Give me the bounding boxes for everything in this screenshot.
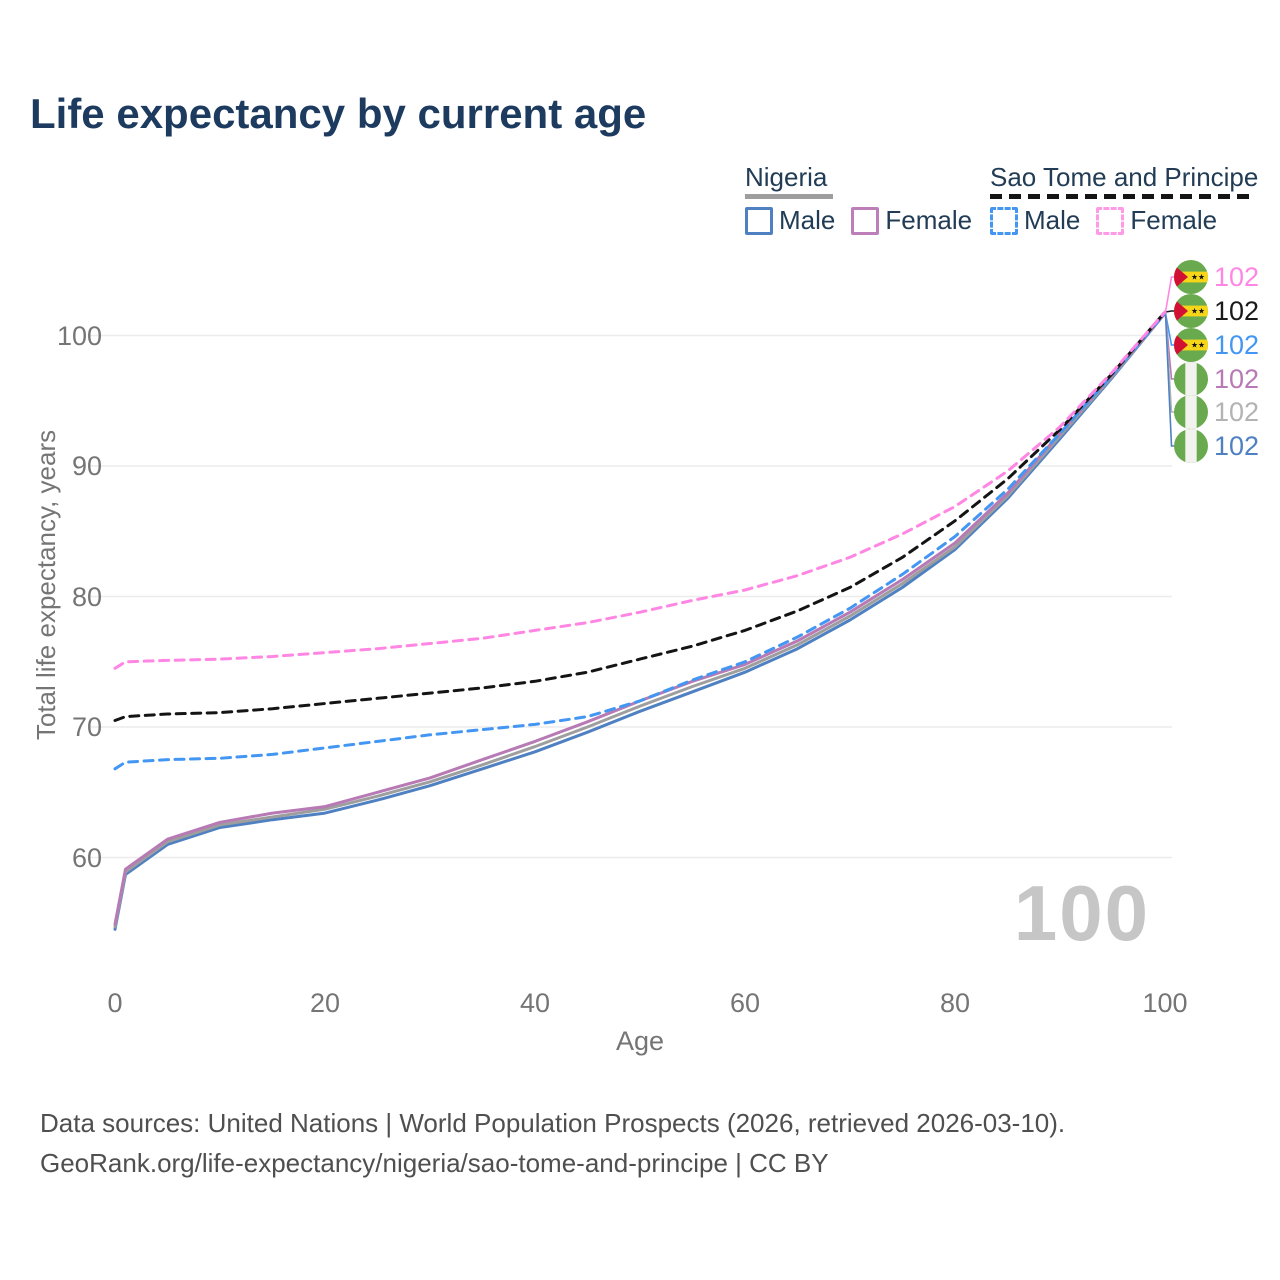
legend-group-nigeria: Nigeria Male Female [745,163,972,236]
x-tick-0: 0 [107,988,123,1018]
y-tick-90: 90 [71,451,102,481]
legend-item-nigeria-male[interactable]: Male [745,205,835,236]
y-tick-60: 60 [71,842,102,873]
leader-line-stp_female [1164,276,1175,313]
age-frame-watermark: 100 [1013,869,1150,957]
x-tick-80: 80 [939,988,971,1018]
legend-underline-sao-tome-dashed-line [990,194,1255,199]
legend-row-sao-tome: Male Female [990,205,1258,236]
footer-attribution: GeoRank.org/life-expectancy/nigeria/sao-… [40,1148,829,1178]
y-tick-70: 70 [71,712,102,742]
x-tick-20: 20 [309,988,341,1018]
legend-underline-nigeria-solid-line [745,194,833,199]
sao-tome-and-principe-flag-icon [1174,294,1208,328]
end-label-value-nigeria_total: 102 [1214,397,1260,427]
series-line-nigeria_male [113,311,1167,931]
y-axis-title: Total life expectancy, years [31,429,61,741]
nigeria-flag-icon [1174,362,1208,396]
end-label-nigeria_total: 102 [1174,395,1259,429]
end-label-value-stp_female: 102 [1214,262,1260,292]
series-line-nigeria_female [113,311,1167,926]
legend-label-nigeria-male[interactable]: Male [779,205,836,235]
footer-data-sources: Data sources: United Nations | World Pop… [40,1108,1066,1138]
end-label-value-nigeria_male: 102 [1214,431,1260,461]
series-line-stp_male [113,311,1167,771]
sao-tome-and-principe-flag-icon [1174,328,1208,362]
legend-item-sao-tome-female[interactable]: Female [1096,205,1217,236]
end-label-value-nigeria_female: 102 [1214,364,1260,394]
leader-line-stp_male [1164,313,1175,346]
nigeria-flag-icon [1174,429,1208,463]
legend-label-nigeria-female[interactable]: Female [885,205,973,235]
legend-group-sao-tome: Sao Tome and Principe Male Female [990,163,1258,236]
end-label-value-stp_male: 102 [1214,330,1260,360]
x-tick-60: 60 [729,988,761,1018]
nigeria-flag-icon [1174,395,1208,429]
legend-country-sao-tome[interactable]: Sao Tome and Principe [990,162,1259,192]
y-tick-80: 80 [71,581,102,612]
end-label-nigeria_male: 102 [1174,429,1259,463]
y-tick-100: 100 [56,320,102,351]
end-label-value-stp_total: 102 [1214,296,1260,326]
legend-country-nigeria[interactable]: Nigeria [745,162,828,192]
end-label-stp_male: 102 [1174,328,1259,362]
legend-item-nigeria-female[interactable]: Female [851,205,972,236]
x-tick-100: 100 [1142,988,1188,1018]
end-label-stp_female: 102 [1174,260,1259,294]
x-tick-40: 40 [519,988,551,1018]
leader-line-nigeria_male [1164,313,1175,447]
legend-item-sao-tome-male[interactable]: Male [990,205,1080,236]
legend-row-nigeria: Male Female [745,205,972,236]
checkbox-nigeria-female-icon[interactable] [851,206,880,235]
end-label-stp_total: 102 [1174,294,1259,328]
series-line-nigeria_total [113,311,1167,929]
sao-tome-and-principe-flag-icon [1174,260,1208,294]
legend-label-sao-tome-male[interactable]: Male [1024,205,1081,235]
checkbox-sao-tome-male-icon[interactable] [990,206,1018,235]
x-axis-title: Age [615,1026,665,1056]
legend-label-sao-tome-female[interactable]: Female [1130,205,1218,235]
page-title: Life expectancy by current age [30,90,647,137]
series-line-stp_total [113,310,1167,722]
end-label-nigeria_female: 102 [1174,362,1259,396]
checkbox-nigeria-male-icon[interactable] [745,206,773,235]
leader-line-stp_total [1165,310,1175,313]
series-line-stp_female [113,310,1167,670]
checkbox-sao-tome-female-icon[interactable] [1096,206,1125,235]
